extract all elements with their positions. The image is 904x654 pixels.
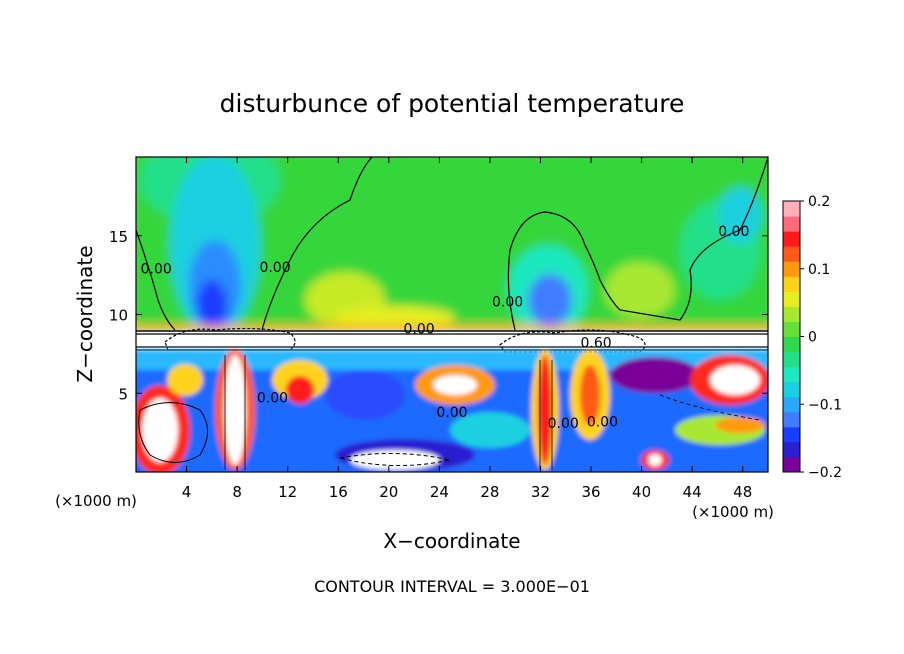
lime-patch-right: [605, 262, 675, 318]
colorbar-swatch: [783, 246, 800, 262]
y-tick-label: 15: [109, 228, 128, 246]
colorbar-swatch: [783, 291, 800, 307]
colorbar-swatch: [783, 261, 800, 277]
contour-label: 0.00: [492, 295, 523, 311]
colorbar-tick-label: 0.1: [808, 262, 830, 278]
x-tick-label: 36: [581, 483, 600, 501]
heatmap-field: 0.00 0.00 0.00 0.00 0.00 0.60 0.00 0.00 0.00 0.00: [136, 157, 768, 472]
contour-zero-plume-left: [261, 157, 373, 331]
contour-line-right: [659, 394, 761, 421]
red-column-32km: [538, 355, 552, 465]
colorbar: 0.2 0.1 0 −0.1 −0.2: [782, 194, 842, 481]
blue-cell-16km: [325, 370, 405, 420]
colorbar-swatch: [783, 381, 800, 398]
purple-cell-40km: [610, 357, 700, 393]
contour-zero-plume-right: [507, 157, 768, 331]
y-axis: 5 10 15: [109, 228, 768, 403]
colorbar-tick-label: 0: [808, 330, 817, 346]
yellow-cell-4km: [167, 364, 203, 396]
inversion-layer: [136, 327, 768, 353]
x-axis-label: X−coordinate: [383, 529, 520, 553]
white-core-24km: [433, 375, 477, 395]
x-unit-right: (×1000 m): [692, 503, 774, 521]
y-axis-label: Z−coordinate: [73, 245, 97, 382]
colorbar-swatch: [783, 306, 800, 322]
colorbar-swatch: [783, 336, 800, 353]
colorbar-swatch: [783, 351, 800, 368]
colorbar-swatch: [783, 456, 800, 473]
inversion-dome-left: [164, 327, 296, 351]
contour-lines-8km: [224, 355, 246, 470]
colorbar-swatch: [783, 216, 800, 232]
white-core-46km: [710, 365, 760, 395]
lower-field: [136, 350, 768, 472]
contour-zero-left-edge: [136, 229, 176, 331]
colorbar-swatch: [783, 276, 800, 292]
contour-label: 0.00: [718, 224, 749, 240]
red-core-12km: [286, 376, 314, 404]
x-tick-label: 12: [278, 483, 297, 501]
inversion-band: [136, 330, 768, 351]
contour-label: 0.60: [581, 336, 612, 352]
white-cell-bottom: [350, 450, 440, 470]
upper-field: [136, 157, 768, 335]
contour-label: 0.00: [259, 260, 290, 276]
inversion-dome-right: [499, 329, 646, 353]
deep-blue-plume-left: [197, 280, 227, 330]
x-unit-left: (×1000 m): [55, 492, 137, 510]
colorbar-swatch: [783, 201, 800, 217]
red-column-36km: [580, 365, 600, 425]
x-tick-label: 20: [379, 483, 398, 501]
colorbar-swatch: [783, 231, 800, 247]
contour-interval-note: CONTOUR INTERVAL = 3.000E−01: [314, 577, 590, 596]
contour-label: 0.00: [587, 414, 618, 430]
cyan-core-far-right: [718, 187, 762, 243]
colorbar-swatch: [783, 396, 800, 413]
colorbar-tick-label: 0.2: [808, 194, 830, 210]
contour-label: 0.00: [141, 262, 172, 278]
x-tick-label: 48: [733, 483, 752, 501]
x-tick-label: 8: [232, 483, 242, 501]
x-tick-label: 24: [430, 483, 449, 501]
white-core-bottom-40km: [648, 454, 662, 466]
orange-line-layer: [136, 325, 768, 331]
contour-label: 0.00: [436, 405, 467, 421]
contour-labels: 0.00 0.00 0.00 0.00 0.00 0.60 0.00 0.00 0.00 0.00: [141, 224, 750, 432]
blue-plume-right: [528, 274, 572, 326]
orange-strip-46km: [715, 417, 765, 433]
x-tick-label: 32: [531, 483, 550, 501]
contour-label: 0.00: [257, 391, 288, 407]
contour-label: 0.00: [404, 321, 435, 337]
colorbar-swatch: [783, 321, 800, 337]
x-tick-label: 16: [329, 483, 348, 501]
contour-label: 0.00: [548, 416, 579, 432]
x-tick-label: 44: [683, 483, 702, 501]
x-tick-label: 4: [182, 483, 192, 501]
y-tick-label: 5: [118, 385, 128, 403]
white-column-8km: [224, 355, 246, 465]
x-axis: 4 8 12 16 20 24 28 32 36 40 44 48: [182, 157, 752, 501]
white-core-left: [142, 398, 178, 462]
y-tick-label: 10: [109, 307, 128, 325]
colorbar-swatch: [783, 411, 800, 428]
colorbar-swatch: [783, 426, 800, 443]
colorbar-tick-label: −0.1: [808, 397, 842, 413]
colorbar-swatch: [783, 366, 800, 383]
colorbar-swatch: [783, 441, 800, 458]
contour-line-left-cell: [138, 402, 208, 463]
zero-contours: [136, 157, 768, 331]
chart-title: disturbunce of potential temperature: [220, 89, 685, 118]
cyan-cell-26km: [450, 412, 530, 448]
yellow-band-center: [335, 306, 455, 330]
x-tick-label: 40: [632, 483, 651, 501]
x-tick-label: 28: [480, 483, 499, 501]
colorbar-tick-label: −0.2: [808, 465, 842, 481]
contour-lines-32km: [539, 360, 553, 470]
